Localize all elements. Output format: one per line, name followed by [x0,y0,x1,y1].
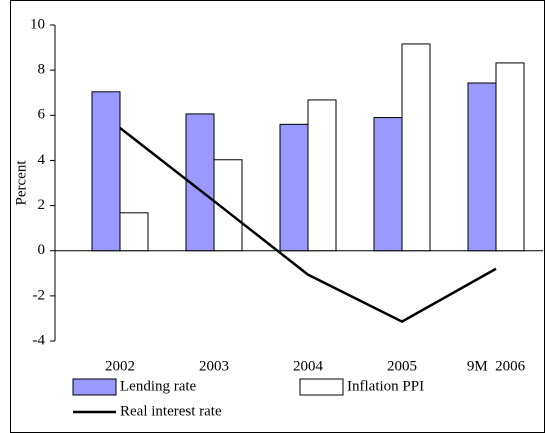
bar [401,43,431,252]
legend-label: Lending rate [120,378,197,394]
x-tick-label: 2003 [199,358,229,374]
y-tick-label: 4 [38,152,46,168]
frame [10,0,545,433]
legend-swatch [72,378,117,396]
x-tick-label: 2004 [293,358,324,374]
bar [467,82,497,252]
bar [373,117,403,252]
x-tick-label: 2005 [387,358,417,374]
bar [119,212,149,252]
bar [91,91,121,252]
bar [307,99,337,252]
line [119,126,497,324]
y-tick-label: 2 [38,197,46,213]
bar [495,62,525,252]
y-tick-label: 6 [38,107,46,123]
y-tick-label: -4 [33,332,46,348]
x-tick-label: 2002 [105,358,135,374]
legend-swatch [299,378,344,396]
legend-label: Inflation PPI [347,378,424,394]
x-tick-label: 9M 2006 [467,358,526,374]
y-tick-label: -2 [33,287,46,303]
legend-label: Real interest rate [120,403,222,419]
y-tick-label: 8 [38,62,46,78]
y-tick-label: 0 [38,242,46,258]
bar [279,123,309,252]
y-axis-label: Percent [13,160,29,206]
y-tick-label: 10 [30,16,45,32]
